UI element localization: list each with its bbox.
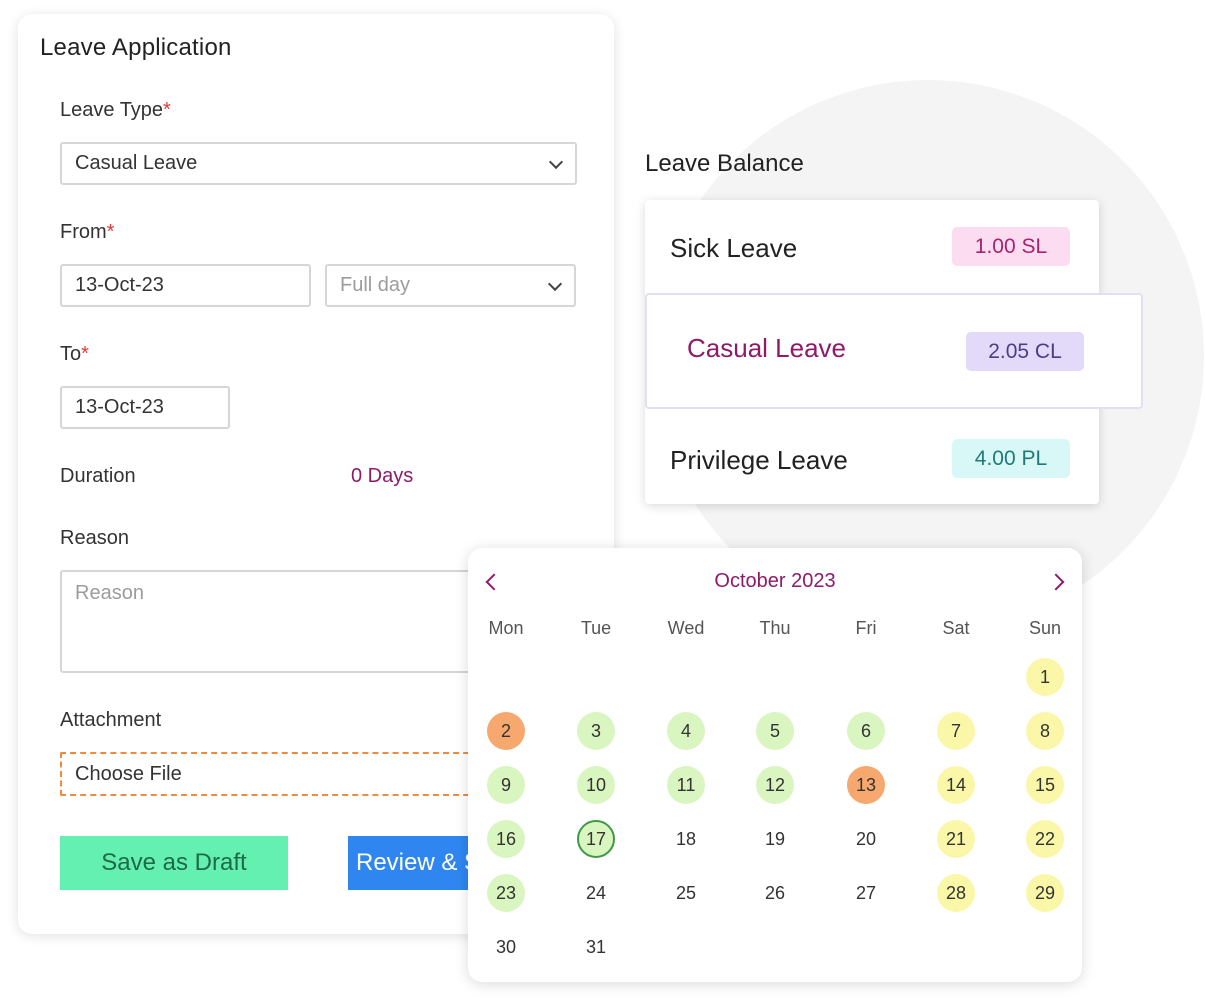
calendar-day[interactable]: 5 <box>756 712 794 750</box>
from-label-text: From <box>60 221 107 243</box>
calendar-day[interactable]: 21 <box>937 820 975 858</box>
calendar-day[interactable]: 25 <box>675 882 697 903</box>
calendar-day[interactable]: 6 <box>847 712 885 750</box>
calendar-day[interactable]: 24 <box>585 882 607 903</box>
weekday-header: Thu <box>759 618 791 638</box>
calendar-day[interactable]: 19 <box>764 828 786 849</box>
calendar-day[interactable]: 15 <box>1026 766 1064 804</box>
weekday-header: Sat <box>942 618 970 638</box>
calendar-day[interactable]: 31 <box>585 936 607 957</box>
calendar-day[interactable]: 16 <box>487 820 525 858</box>
calendar-day[interactable]: 23 <box>487 874 525 912</box>
calendar-day[interactable]: 14 <box>937 766 975 804</box>
required-mark: * <box>81 343 89 365</box>
leave-application-card: Leave Application Leave Type* Casual Lea… <box>18 14 614 934</box>
chevron-down-icon <box>548 154 564 169</box>
reason-placeholder: Reason <box>75 582 144 604</box>
required-mark: * <box>106 221 115 243</box>
calendar-day[interactable]: 13 <box>847 766 885 804</box>
duration-label: Duration <box>60 465 136 487</box>
calendar-day[interactable]: 20 <box>855 828 877 849</box>
save-draft-button[interactable]: Save as Draft <box>60 836 288 890</box>
to-label-text: To <box>60 343 82 365</box>
weekday-header: Sun <box>1028 618 1062 638</box>
balance-name: Sick Leave <box>670 232 798 263</box>
from-day-type-select[interactable]: Full day <box>325 264 576 307</box>
leave-type-select[interactable]: Casual Leave <box>60 142 577 185</box>
attachment-label: Attachment <box>60 709 162 731</box>
calendar-day[interactable]: 12 <box>756 766 794 804</box>
to-date-input[interactable]: 13-Oct-23 <box>60 386 230 429</box>
leave-balance-title: Leave Balance <box>645 150 804 177</box>
chevron-down-icon <box>547 276 563 291</box>
leave-type-label-text: Leave Type <box>60 99 164 121</box>
calendar-day[interactable]: 30 <box>495 936 517 957</box>
calendar-day[interactable]: 8 <box>1026 712 1064 750</box>
weekday-header: Wed <box>667 618 705 638</box>
leave-type-label: Leave Type* <box>60 99 171 122</box>
to-label: To* <box>60 343 89 366</box>
required-mark: * <box>163 99 171 121</box>
day-type-placeholder: Full day <box>340 274 411 296</box>
calendar-day[interactable]: 11 <box>667 766 705 804</box>
calendar-day[interactable]: 10 <box>577 766 615 804</box>
leave-type-value: Casual Leave <box>75 152 198 174</box>
calendar-day[interactable]: 7 <box>937 712 975 750</box>
balance-name: Privilege Leave <box>670 444 848 475</box>
calendar-day[interactable]: 18 <box>675 828 697 849</box>
weekday-header: Mon <box>488 618 524 638</box>
form-title: Leave Application <box>40 34 232 61</box>
reason-label: Reason <box>60 527 129 549</box>
calendar-day[interactable]: 22 <box>1026 820 1064 858</box>
weekday-header: Tue <box>580 618 612 638</box>
calendar-day[interactable]: 1 <box>1026 658 1064 696</box>
calendar-day[interactable]: 26 <box>764 882 786 903</box>
calendar-day[interactable]: 27 <box>855 882 877 903</box>
balance-chip-privilege: 4.00 PL <box>952 439 1070 478</box>
calendar-day[interactable]: 28 <box>937 874 975 912</box>
weekday-header: Fri <box>855 618 877 638</box>
calendar-day[interactable]: 3 <box>577 712 615 750</box>
from-date-value: 13-Oct-23 <box>75 274 164 296</box>
calendar-day[interactable]: 29 <box>1026 874 1064 912</box>
balance-row-casual-selected[interactable]: Casual Leave 2.05 CL <box>645 293 1143 409</box>
date-picker-calendar: October 2023 Mon Tue Wed Thu Fri Sat Sun 1 2 3 4 5 6… <box>468 548 1082 982</box>
balance-name: Casual Leave <box>687 333 846 363</box>
calendar-day[interactable]: 9 <box>487 766 525 804</box>
from-date-input[interactable]: 13-Oct-23 <box>60 264 311 307</box>
balance-row-sick: Sick Leave <box>670 228 797 268</box>
balance-chip-sick: 1.00 SL <box>952 227 1070 266</box>
calendar-day[interactable]: 17 <box>577 820 615 858</box>
from-label: From* <box>60 221 114 244</box>
calendar-day[interactable]: 4 <box>667 712 705 750</box>
to-date-value: 13-Oct-23 <box>75 396 164 418</box>
choose-file-label: Choose File <box>75 762 182 785</box>
calendar-month-label: October 2023 <box>714 570 836 592</box>
balance-chip-casual: 2.05 CL <box>966 332 1084 371</box>
save-draft-label: Save as Draft <box>101 849 247 876</box>
calendar-day[interactable]: 2 <box>487 712 525 750</box>
balance-row-privilege: Privilege Leave <box>670 440 848 480</box>
duration-value: 0 Days <box>351 465 414 487</box>
